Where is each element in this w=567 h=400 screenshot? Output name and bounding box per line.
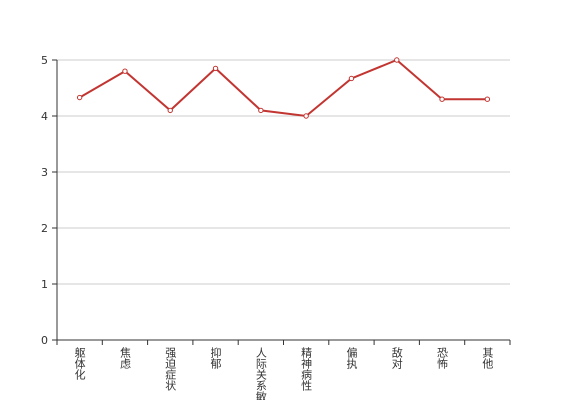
point [122, 68, 128, 74]
x-tick-label: 其他 [481, 347, 494, 369]
y-tick-label: 4 [41, 110, 48, 123]
point [303, 113, 309, 119]
point [439, 96, 445, 102]
x-tick-label: 恐怖 [436, 347, 449, 369]
line [79, 58, 488, 118]
x-tick-label: 精神病性 [300, 347, 313, 392]
x-tick-label: 抑郁 [209, 346, 222, 369]
x-tick-label: 偏执 [345, 346, 358, 370]
x-tick-label: 强迫症状 [164, 347, 177, 391]
y-tick-label: 5 [41, 54, 48, 67]
x-tick-label: 焦虑 [118, 347, 131, 369]
x-tick-label: 躯体化 [73, 347, 86, 381]
point [394, 57, 400, 63]
y-tick-label: 3 [41, 166, 48, 179]
point [212, 65, 219, 72]
point [484, 96, 491, 102]
y-tick-label: 2 [41, 222, 48, 235]
x-tick-label: 敌对 [390, 346, 403, 369]
y-tick-label: 0 [41, 334, 48, 347]
point [76, 94, 83, 101]
point [258, 107, 264, 114]
point [167, 107, 173, 114]
y-tick-label: 1 [41, 278, 48, 291]
x-tick-label: 人际关系敏感 [254, 347, 267, 400]
point [348, 75, 355, 82]
